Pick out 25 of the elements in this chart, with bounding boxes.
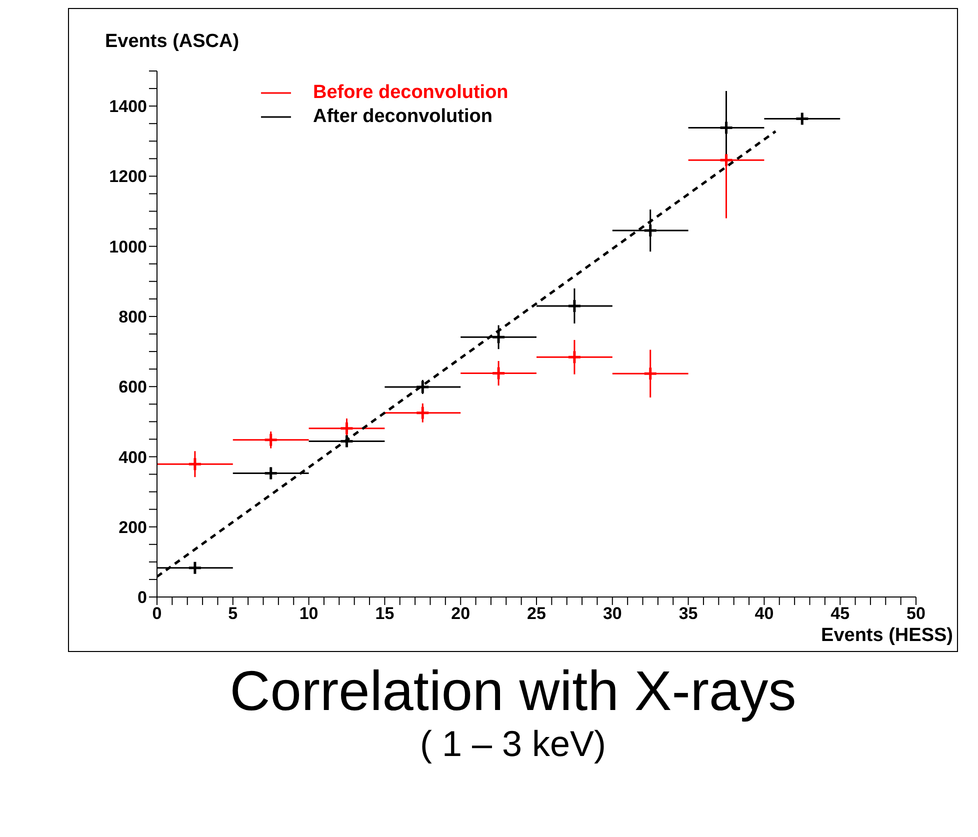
x-tick-label: 25 [527,604,546,624]
y-tick-label: 1000 [109,237,147,256]
y-tick-label: 200 [118,518,147,537]
y-tick-label: 1400 [109,97,147,116]
y-tick-label: 1200 [109,167,147,186]
x-tick-label: 10 [299,604,318,624]
x-tick-label: 30 [602,604,622,624]
x-tick-label: 0 [152,604,162,624]
x-tick-label: 5 [228,604,238,624]
y-axis-title: Events (ASCA) [105,31,240,53]
text: ( 1 – 3 keV) [418,723,608,765]
x-tick-label: 40 [754,604,774,624]
x-axis-title: Events (HESS) [821,625,953,647]
legend-label: Before deconvolution [313,81,508,105]
y-tick-label: 0 [138,588,147,608]
x-tick-label: 15 [375,604,394,624]
legend-label: After deconvolution [313,105,492,129]
y-tick-label: 800 [118,308,147,326]
y-tick-label: 400 [118,448,147,467]
text: Correlation with X-rays [228,658,798,723]
x-tick-label: 45 [830,604,850,624]
x-tick-label: 20 [451,604,470,624]
x-tick-label: 35 [678,604,698,624]
y-tick-label: 600 [118,378,147,397]
x-tick-label: 50 [906,604,926,624]
